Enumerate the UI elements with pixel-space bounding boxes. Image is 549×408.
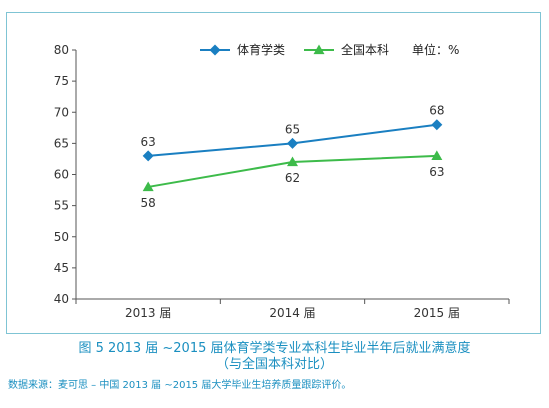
y-tick-label: 60 [54,168,69,182]
legend-label-1: 体育学类 [237,42,285,57]
y-tick-label: 65 [54,136,69,150]
legend-marker-2 [313,44,325,55]
y-tick-label: 70 [54,105,69,119]
figure-subtitle: （与全国本科对比） [215,357,333,372]
y-tick-label: 55 [54,199,69,213]
figure-title: 图 5 2013 届 ~2015 届体育学类专业本科生毕业半年后就业满意度 [78,341,471,356]
x-tick-label: 2013 届 [125,306,171,320]
y-tick-label: 45 [54,261,69,275]
line-chart: 40 45 50 55 60 65 70 75 80 2013 届 2014 届 2015 届 63 65… [54,42,510,320]
y-tick-label: 50 [54,230,69,244]
chart-frame [6,12,541,334]
series-1-point [142,150,154,162]
series-1-point [431,119,443,131]
series-2-data-label: 62 [285,171,300,185]
x-tick-label: 2014 届 [269,306,315,320]
y-tick-label: 40 [54,292,69,306]
y-tick-label: 80 [54,43,69,57]
source-note: 数据来源：麦可思 – 中国 2013 届 ~2015 届大学毕业生培养质量跟踪评… [8,380,352,391]
series-2-data-label: 58 [141,196,156,210]
series-2-point [287,156,298,167]
series-2-point [142,181,154,192]
series-1-point [287,137,298,149]
legend-label-2: 全国本科 [341,42,389,57]
y-tick-label: 75 [54,74,69,88]
x-tick-label: 2015 届 [414,306,460,320]
series-2-data-label: 63 [429,165,444,179]
series-2-point [431,150,443,160]
series-1-data-label: 65 [285,122,300,136]
series-1-data-label: 68 [429,104,444,118]
legend-marker-1 [209,44,221,56]
series-1-data-label: 63 [141,135,156,149]
unit-label: 单位：% [412,42,459,57]
